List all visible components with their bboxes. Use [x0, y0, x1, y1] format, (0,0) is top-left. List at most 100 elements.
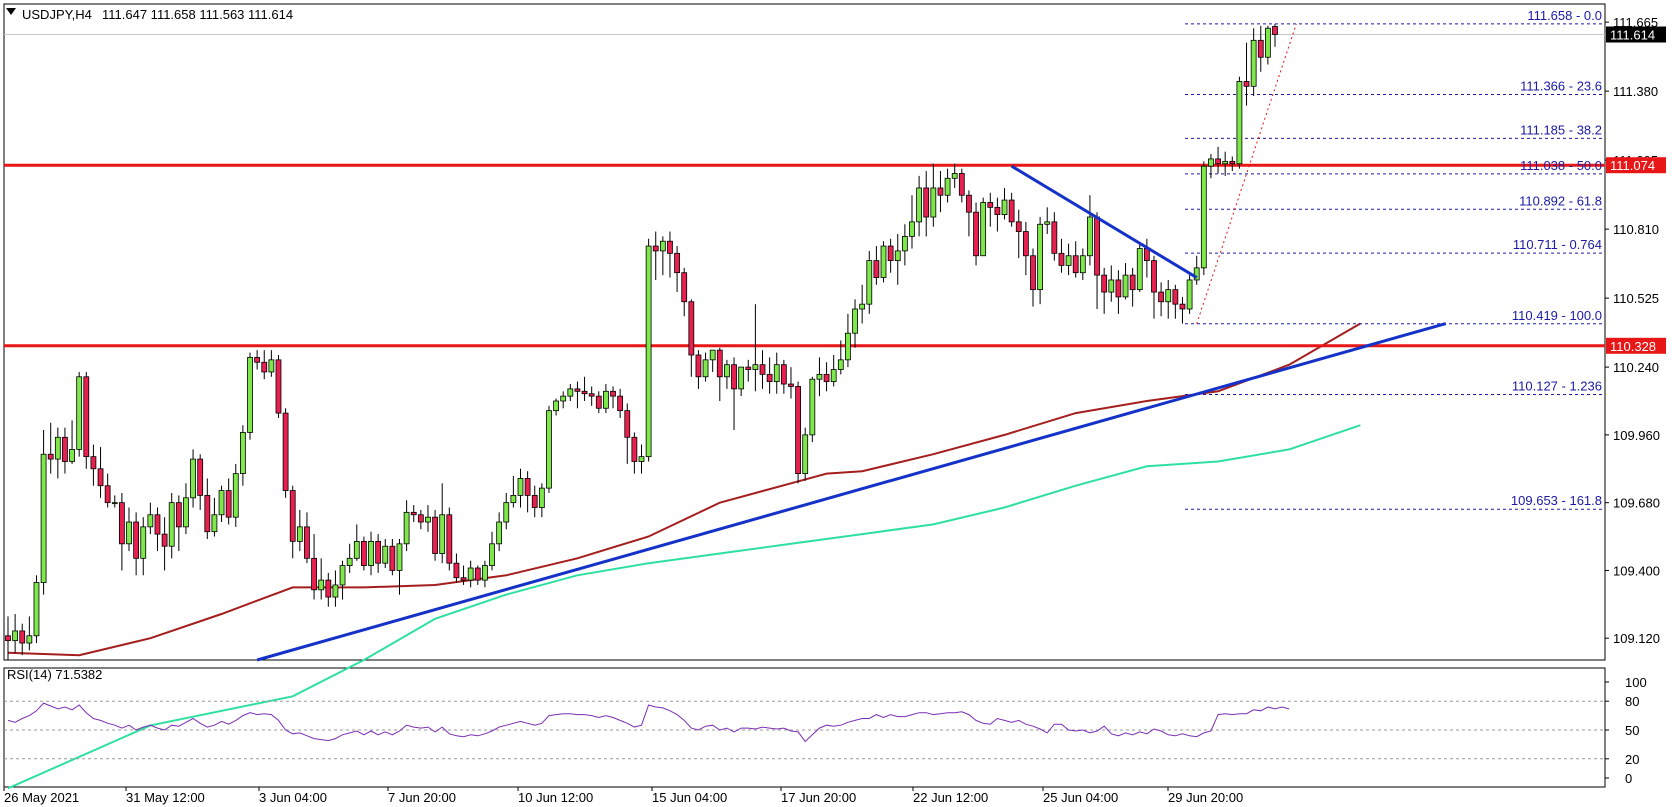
time-tick-label: 29 Jun 20:00	[1168, 790, 1243, 805]
time-tick-label: 17 Jun 20:00	[781, 790, 856, 805]
rsi-panel: 100 80 50 20 0	[4, 675, 1647, 786]
price-tick-label: 109.120	[1613, 631, 1660, 646]
bear-candle-body	[966, 194, 972, 213]
candle	[845, 313, 851, 368]
fib-level-label: 110.127 - 1.236	[1512, 378, 1602, 393]
bull-candle-body	[183, 497, 189, 528]
candle	[816, 357, 823, 397]
bull-candle-body	[1087, 216, 1093, 257]
price-tick-label: 110.810	[1613, 222, 1659, 237]
bull-candle-body	[69, 449, 75, 462]
bull-candle-body	[510, 494, 517, 504]
price-tick-label: 109.400	[1613, 563, 1660, 578]
candle	[190, 449, 196, 508]
bull-candle-body	[247, 357, 253, 433]
bear-candle-body	[788, 383, 794, 387]
fib-level-label: 110.419 - 100.0	[1512, 308, 1602, 323]
bear-candle-body	[588, 393, 595, 397]
candle	[674, 246, 680, 293]
bull-candle-body	[738, 366, 745, 390]
candle	[724, 359, 730, 389]
price-axis: 111.665111.380111.095110.810110.525110.2…	[1605, 15, 1660, 646]
candle	[1087, 195, 1093, 266]
bear-candle-body	[311, 557, 317, 591]
candle	[1243, 42, 1250, 106]
bull-candle-body	[894, 250, 901, 261]
candle	[90, 444, 97, 486]
bear-candle-body	[937, 187, 944, 196]
candle	[1236, 76, 1243, 169]
last-price-box	[1606, 26, 1666, 43]
bear-candle-body	[282, 412, 289, 491]
bear-candle-body	[325, 579, 332, 598]
candle	[802, 427, 809, 481]
rsi-tick-label: 20	[1625, 752, 1639, 767]
candle	[901, 224, 908, 266]
candle	[987, 192, 994, 227]
bear-candle-body	[133, 521, 140, 559]
rsi-title: RSI(14) 71.5382	[7, 667, 102, 682]
candle	[417, 509, 424, 530]
candle	[140, 517, 147, 576]
candle	[1094, 212, 1100, 310]
bull-candle-body	[1079, 255, 1086, 274]
time-axis: 26 May 2021 31 May 12:00 3 Jun 04:00 7 Jun …	[3, 787, 1243, 805]
bull-candle-body	[346, 557, 353, 566]
candle	[688, 299, 695, 377]
bull-candle-body	[147, 514, 154, 528]
bull-candle-body	[1037, 223, 1043, 291]
candle	[1250, 28, 1257, 96]
candle	[510, 476, 517, 508]
fib-level-label: 110.892 - 61.8	[1519, 193, 1602, 208]
candle	[204, 478, 211, 539]
bull-candle-body	[517, 478, 524, 496]
bull-candle-body	[930, 187, 937, 218]
bull-candle-body	[190, 458, 196, 499]
candle	[1037, 217, 1043, 305]
bull-candle-body	[724, 364, 730, 378]
candle	[752, 304, 759, 392]
candle	[339, 560, 346, 600]
bull-candle-body	[560, 395, 567, 402]
rsi-frame	[3, 667, 1606, 788]
candle	[154, 507, 161, 552]
price-tags: 111.074 110.328 111.614	[1606, 26, 1666, 354]
bull-candle-body	[332, 584, 339, 598]
bull-candle-body	[1122, 274, 1129, 298]
candle	[325, 572, 332, 607]
candle	[482, 560, 488, 588]
bear-candle-body	[197, 458, 204, 496]
bull-candle-body	[603, 390, 609, 409]
bull-candle-body	[1264, 27, 1271, 58]
candle	[275, 354, 282, 418]
bear-candle-body	[759, 364, 766, 375]
bull-candle-body	[496, 521, 503, 545]
bear-candle-body	[361, 540, 367, 566]
bear-candle-body	[624, 410, 631, 438]
candle	[211, 497, 218, 537]
candle	[1065, 243, 1072, 276]
bear-candle-body	[958, 173, 965, 196]
bull-candle-body	[645, 245, 652, 458]
bull-candle-body	[1165, 289, 1172, 303]
candle	[1264, 25, 1271, 65]
price-tick-label: 110.525	[1613, 291, 1659, 306]
candle	[951, 163, 958, 188]
bull-candle-body	[33, 582, 40, 637]
bull-candle-body	[1200, 165, 1207, 269]
bull-candle-body	[553, 400, 559, 412]
candle	[916, 175, 922, 237]
bear-candle-body	[652, 245, 659, 252]
resistance-lines	[4, 163, 1605, 348]
candle	[332, 570, 339, 607]
bear-candle-body	[1243, 81, 1250, 87]
bear-candle-body	[1179, 303, 1186, 310]
candle	[54, 427, 61, 479]
candle	[937, 171, 944, 213]
time-tick-label: 7 Jun 20:00	[388, 790, 456, 805]
candle	[318, 558, 325, 600]
bear-candle-body	[1158, 291, 1165, 303]
dropdown-icon[interactable]	[6, 8, 16, 15]
candle	[652, 231, 659, 280]
